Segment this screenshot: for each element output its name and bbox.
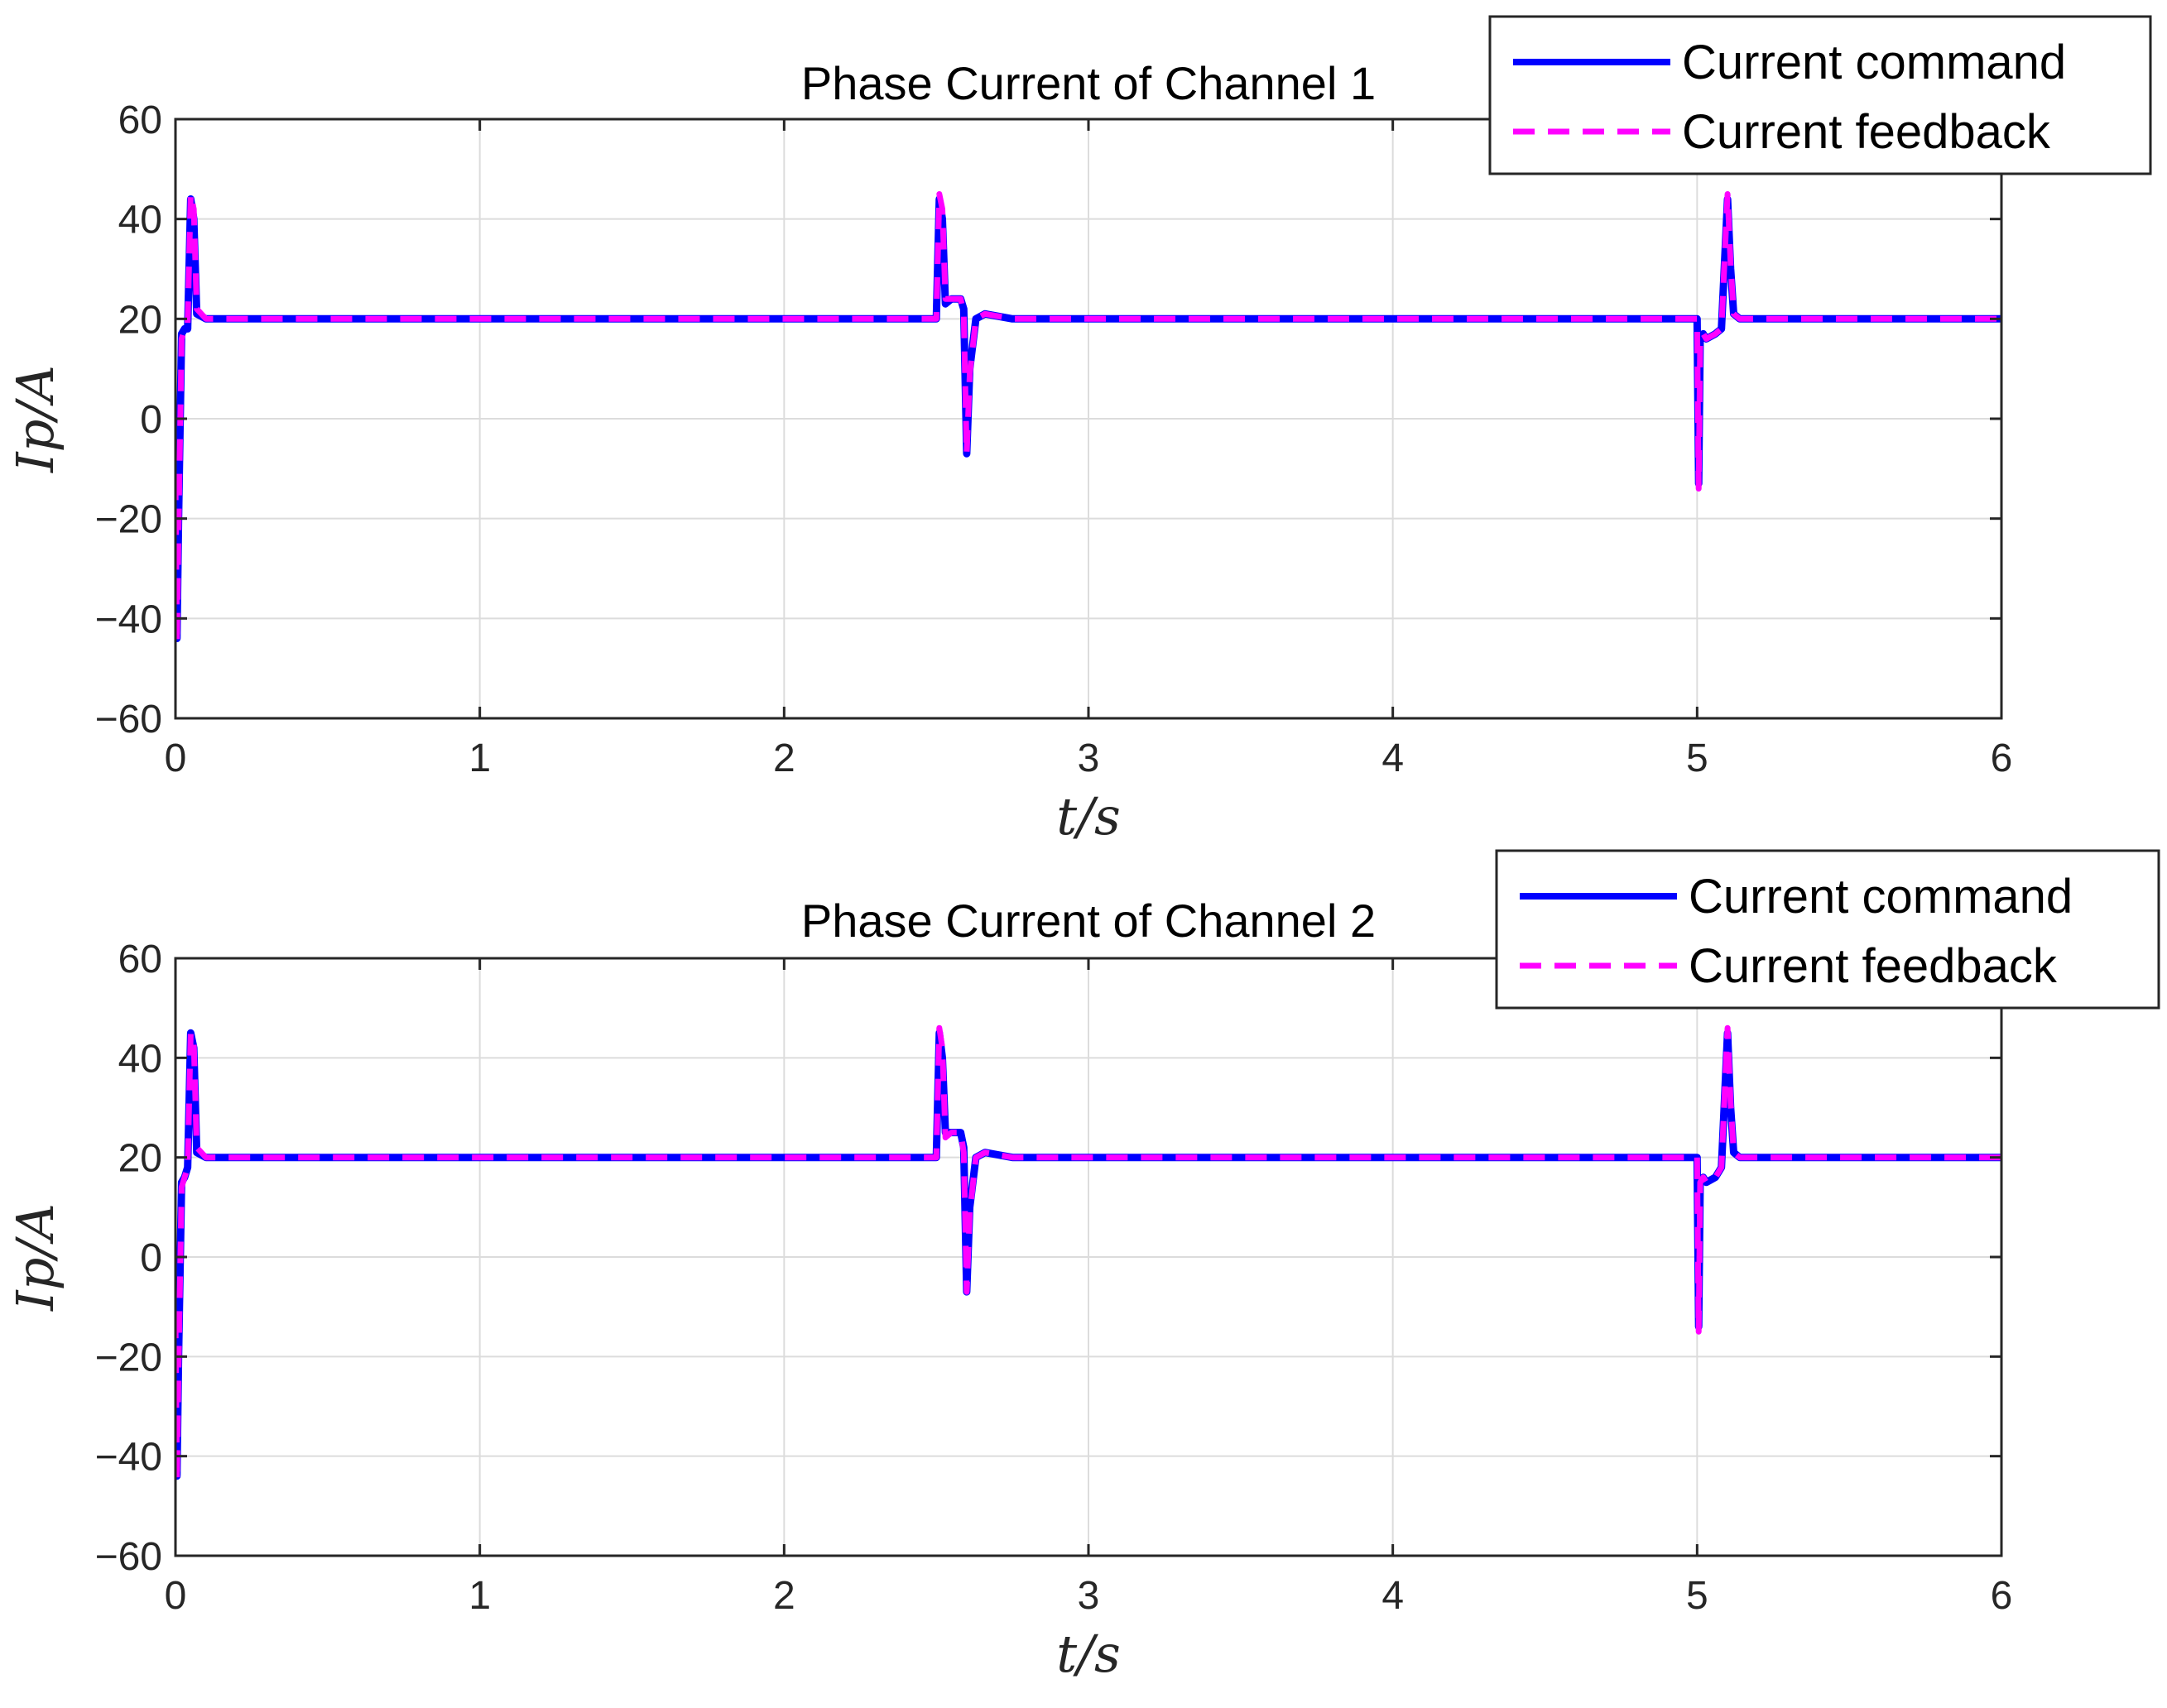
chart-title: Phase Current of Channel 1 [801,57,1376,109]
legend-label-2: Current feedback [1682,105,2051,159]
y-tick-label: 20 [118,1137,162,1181]
x-tick-label: 0 [165,736,187,780]
y-tick-label: 0 [140,1236,162,1280]
chart-2: 0 1 2 3 4 5 6 −60 −40 −20 0 20 40 60 Phase Current of … [5,849,2160,1684]
chart-1: 0 1 2 3 4 5 6 −60 −40 −20 0 20 40 60 Phase Current of … [5,15,2152,847]
y-tick-label: 40 [118,1037,162,1081]
y-tick-label: −60 [95,698,162,741]
x-tick-label: 1 [468,1574,491,1618]
legend-label-1: Current command [1682,36,2066,89]
y-tick-label: −40 [95,597,162,641]
y-axis-label: Ip/A [5,365,65,473]
x-tick-label: 4 [1381,736,1404,780]
x-tick-label: 6 [1991,1574,2013,1618]
y-axis-label: Ip/A [5,1203,65,1312]
x-axis-label: t/s [1056,786,1121,847]
x-tick-label: 0 [165,1574,187,1618]
y-tick-label: −20 [95,1336,162,1379]
legend: Current command Current feedback [1495,849,2160,1010]
x-tick-label: 2 [773,1574,795,1618]
x-tick-label: 3 [1078,736,1100,780]
y-tick-label: 40 [118,199,162,242]
legend-label-1: Current command [1689,870,2073,924]
y-tick-label: 20 [118,298,162,342]
x-tick-label: 2 [773,736,795,780]
series-line-current-feedback [175,191,2001,646]
chart-title: Phase Current of Channel 2 [801,895,1376,947]
legend-label-2: Current feedback [1689,939,2058,993]
x-tick-label: 3 [1078,1574,1100,1618]
x-tick-label: 5 [1686,736,1708,780]
y-tick-label: 60 [118,98,162,142]
y-tick-label: −20 [95,498,162,542]
x-axis-label: t/s [1056,1624,1121,1684]
x-tick-label: 6 [1991,736,2013,780]
x-tick-label: 4 [1381,1574,1404,1618]
legend-box [1488,15,2152,175]
x-tick-label: 5 [1686,1574,1708,1618]
legend-box [1495,849,2160,1010]
y-tick-label: 0 [140,398,162,442]
series-line-current-feedback [175,1024,2001,1485]
y-tick-label: −60 [95,1535,162,1579]
y-tick-label: 60 [118,938,162,981]
legend: Current command Current feedback [1488,15,2152,175]
x-tick-label: 1 [468,736,491,780]
y-tick-label: −40 [95,1436,162,1480]
